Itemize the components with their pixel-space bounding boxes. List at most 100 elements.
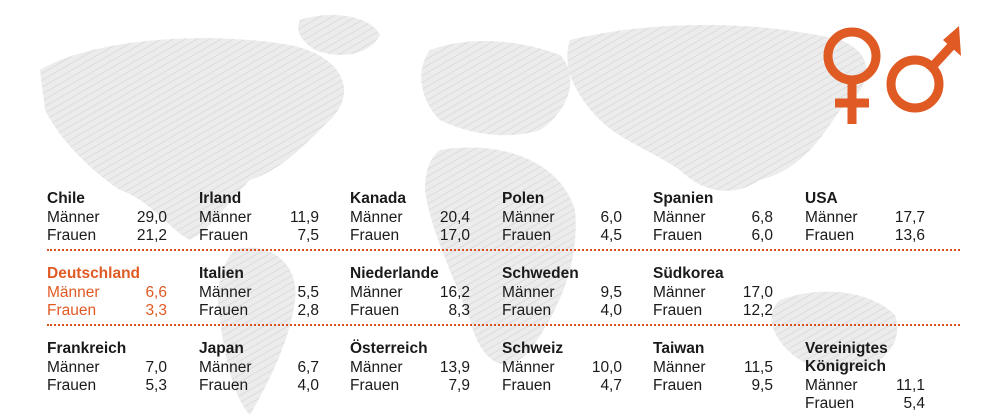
women-row: Frauen 8,3	[350, 302, 470, 320]
men-value: 20,4	[439, 209, 470, 226]
men-value: 10,0	[591, 359, 622, 376]
men-row: Männer 11,9	[199, 209, 319, 227]
women-value: 9,5	[751, 377, 773, 394]
country-cell: Japan Männer 6,7 Frauen 4,0	[199, 340, 319, 395]
men-value: 6,0	[600, 209, 622, 226]
women-label: Frauen	[805, 227, 855, 244]
country-name: Polen	[502, 190, 545, 207]
male-arrow-head	[943, 26, 961, 56]
men-row: Männer 6,0	[502, 209, 622, 227]
women-row: Frauen 13,6	[805, 227, 925, 245]
country-name: Vereinigtes Königreich	[805, 340, 888, 375]
men-row: Männer 17,0	[653, 284, 773, 302]
country-name: Schweiz	[502, 340, 564, 357]
men-label: Männer	[805, 377, 858, 394]
country-cell: Italien Männer 5,5 Frauen 2,8	[199, 265, 319, 320]
men-value: 7,0	[145, 359, 167, 376]
africa-shape	[425, 147, 576, 365]
men-label: Männer	[350, 284, 403, 301]
women-row: Frauen 5,4	[805, 395, 925, 413]
women-row: Frauen 3,3	[47, 302, 167, 320]
asia-shape	[567, 25, 867, 191]
men-row: Männer 17,7	[805, 209, 925, 227]
women-value: 6,0	[751, 227, 773, 244]
country-name: Niederlande	[350, 265, 439, 282]
men-value: 6,6	[145, 284, 167, 301]
women-value: 17,0	[439, 227, 470, 244]
men-value: 16,2	[439, 284, 470, 301]
men-row: Männer 10,0	[502, 359, 622, 377]
men-value: 11,9	[289, 209, 319, 226]
men-value: 6,7	[297, 359, 319, 376]
men-label: Männer	[653, 284, 706, 301]
women-value: 4,5	[600, 227, 622, 244]
men-row: Männer 29,0	[47, 209, 167, 227]
women-label: Frauen	[199, 302, 249, 319]
country-cell: Österreich Männer 13,9 Frauen 7,9	[350, 340, 470, 395]
men-value: 17,0	[742, 284, 773, 301]
europe-shape	[421, 40, 571, 136]
country-cell: Chile Männer 29,0 Frauen 21,2	[47, 190, 167, 245]
women-row: Frauen 4,0	[502, 302, 622, 320]
women-row: Frauen 21,2	[47, 227, 167, 245]
women-row: Frauen 5,3	[47, 377, 167, 395]
women-label: Frauen	[47, 302, 97, 319]
country-name: Südkorea	[653, 265, 724, 282]
men-value: 11,1	[895, 377, 925, 394]
men-row: Männer 6,8	[653, 209, 773, 227]
men-row: Männer 9,5	[502, 284, 622, 302]
men-label: Männer	[350, 359, 403, 376]
men-row: Männer 20,4	[350, 209, 470, 227]
country-name: Kanada	[350, 190, 406, 207]
men-row: Männer 13,9	[350, 359, 470, 377]
country-name: Frankreich	[47, 340, 127, 357]
women-value: 4,7	[600, 377, 622, 394]
country-cell: Niederlande Männer 16,2 Frauen 8,3	[350, 265, 470, 320]
country-cell: USA Männer 17,7 Frauen 13,6	[805, 190, 925, 245]
female-symbol-icon	[823, 27, 881, 124]
women-row: Frauen 6,0	[653, 227, 773, 245]
men-label: Männer	[47, 359, 100, 376]
women-value: 12,2	[742, 302, 773, 319]
north-america-shape	[40, 38, 345, 240]
men-value: 5,5	[297, 284, 319, 301]
women-value: 4,0	[600, 302, 622, 319]
men-row: Männer 6,6	[47, 284, 167, 302]
country-cell: Deutschland Männer 6,6 Frauen 3,3	[47, 265, 167, 320]
country-name: Spanien	[653, 190, 714, 207]
men-row: Männer 7,0	[47, 359, 167, 377]
women-value: 5,4	[903, 395, 925, 412]
country-cell: Irland Männer 11,9 Frauen 7,5	[199, 190, 319, 245]
women-label: Frauen	[350, 227, 400, 244]
men-label: Männer	[199, 209, 252, 226]
country-cell: Südkorea Männer 17,0 Frauen 12,2	[653, 265, 773, 320]
women-label: Frauen	[653, 377, 703, 394]
country-cell: Frankreich Männer 7,0 Frauen 5,3	[47, 340, 167, 395]
women-value: 7,5	[297, 227, 319, 244]
men-label: Männer	[805, 209, 858, 226]
country-name: Italien	[199, 265, 244, 282]
men-label: Männer	[502, 359, 555, 376]
men-label: Männer	[47, 209, 100, 226]
women-label: Frauen	[199, 377, 249, 394]
men-row: Männer 11,1	[805, 377, 925, 395]
women-value: 21,2	[136, 227, 167, 244]
women-value: 4,0	[297, 377, 319, 394]
women-label: Frauen	[502, 227, 552, 244]
men-value: 17,7	[894, 209, 925, 226]
country-name: Japan	[199, 340, 244, 357]
men-label: Männer	[502, 284, 555, 301]
row-divider	[47, 249, 960, 251]
women-label: Frauen	[653, 227, 703, 244]
women-row: Frauen 4,0	[199, 377, 319, 395]
country-name: Chile	[47, 190, 85, 207]
gender-symbols-icon	[823, 26, 961, 124]
men-row: Männer 16,2	[350, 284, 470, 302]
women-row: Frauen 4,5	[502, 227, 622, 245]
women-row: Frauen 2,8	[199, 302, 319, 320]
women-value: 7,9	[448, 377, 470, 394]
country-cell: Polen Männer 6,0 Frauen 4,5	[502, 190, 622, 245]
women-label: Frauen	[47, 377, 97, 394]
women-value: 5,3	[145, 377, 167, 394]
country-name: USA	[805, 190, 838, 207]
